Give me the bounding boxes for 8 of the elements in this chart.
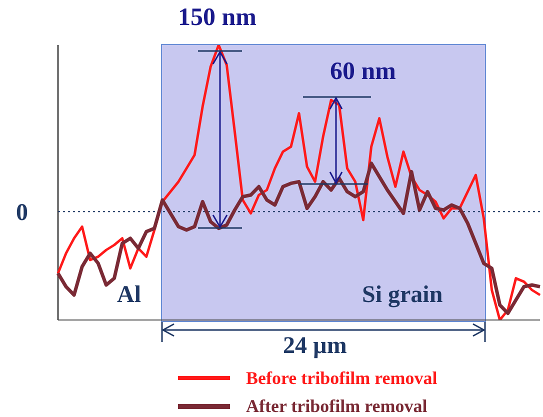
annotation: Al bbox=[117, 282, 141, 309]
text: 150 nm bbox=[178, 4, 256, 32]
annotation: 60 nm bbox=[330, 58, 396, 86]
legend-label: After tribofilm removal bbox=[246, 395, 428, 417]
legend-label: Before tribofilm removal bbox=[246, 367, 438, 390]
ref-line-label: 0 bbox=[16, 200, 28, 226]
text: 24 µm bbox=[283, 333, 347, 360]
annotation: Si grain bbox=[362, 282, 443, 309]
